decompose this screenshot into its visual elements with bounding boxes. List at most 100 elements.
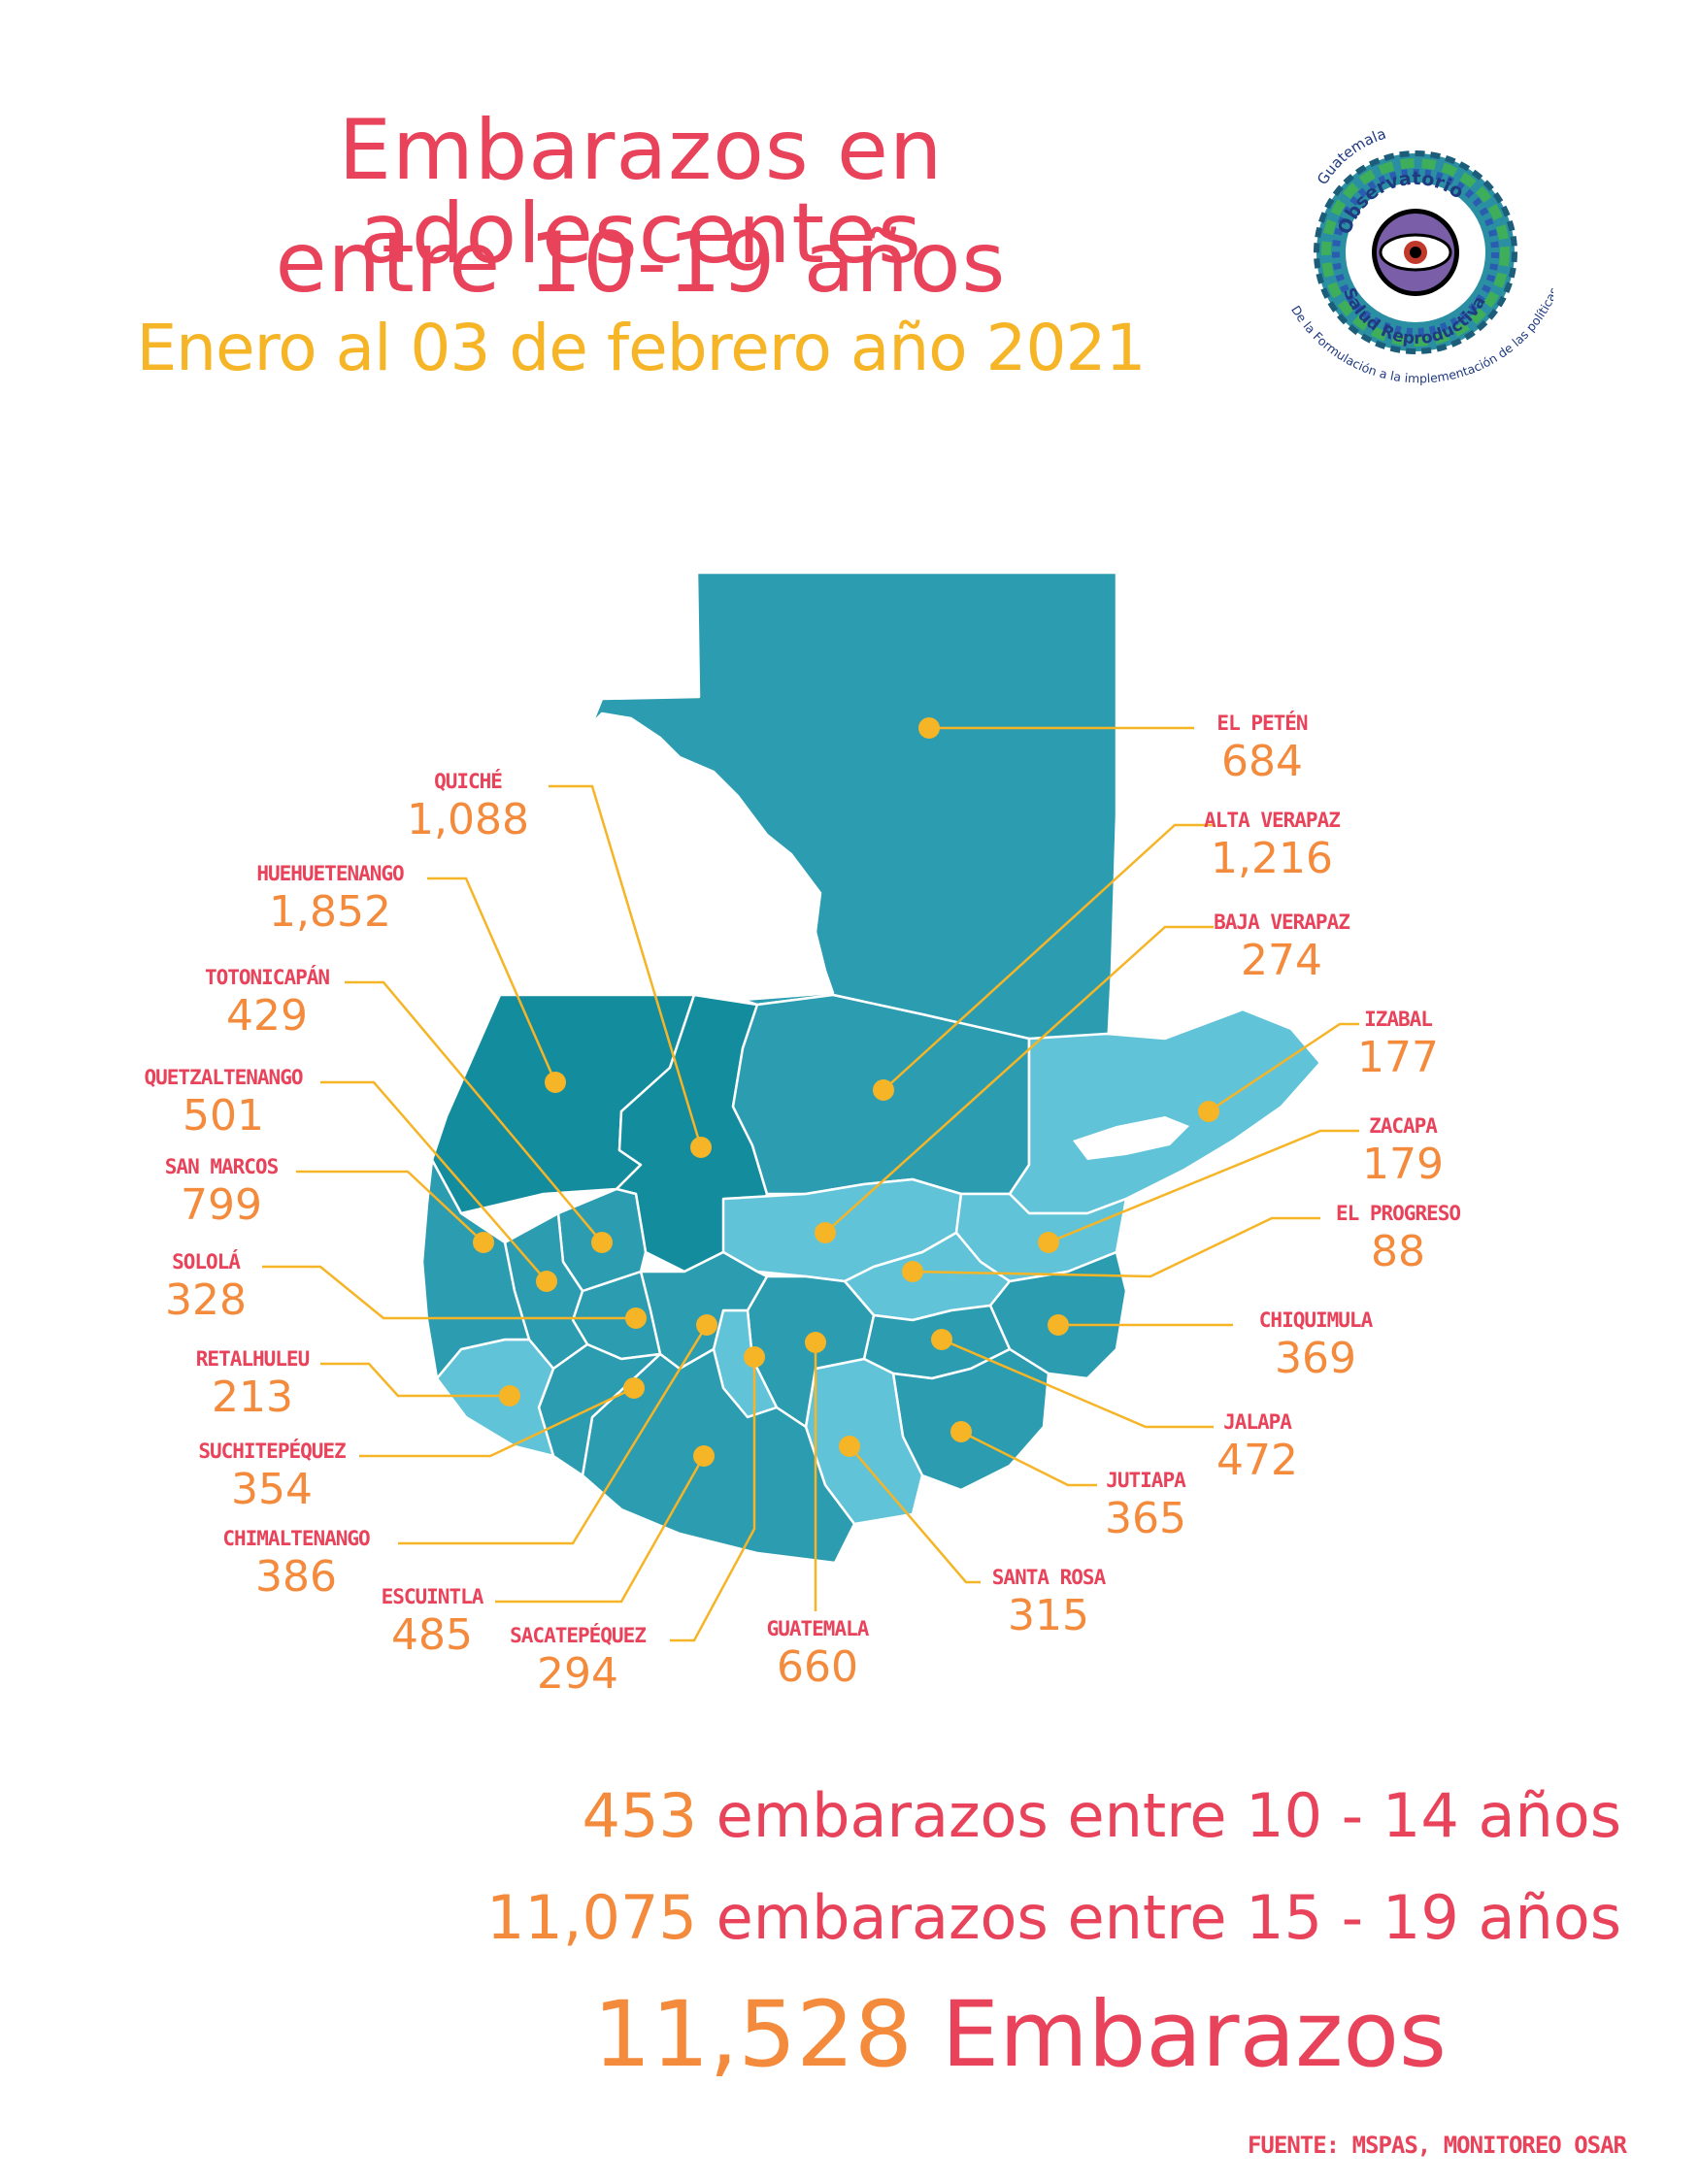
department-value-escuintla: 485: [391, 1610, 473, 1660]
department-name-guatemala: GUATEMALA: [767, 1617, 870, 1640]
department-value-sacatepequez: 294: [537, 1649, 618, 1699]
title-line-2: entre 10-19 años: [275, 215, 1007, 312]
marker-solola: [625, 1307, 647, 1329]
source-note: FUENTE: MSPAS, MONITOREO OSAR: [1247, 2132, 1627, 2159]
summary-total: 11,528 Embarazos: [593, 1990, 1447, 2081]
marker-quetzaltenango: [536, 1271, 557, 1292]
department-value-baja-verapaz: 274: [1241, 936, 1322, 985]
marker-el-peten: [918, 717, 940, 739]
marker-suchitepequez: [623, 1377, 645, 1399]
leader-line-escuintla: [495, 1455, 706, 1604]
department-value-retalhuleu: 213: [212, 1373, 293, 1422]
marker-santa-rosa: [839, 1436, 860, 1457]
department-name-sacatepequez: SACATEPÉQUEZ: [510, 1623, 646, 1647]
summary-15-19-text: embarazos entre 15 - 19 años: [696, 1882, 1621, 1953]
leader-line-huehuetenango: [427, 877, 557, 1083]
department-name-izabal: IZABAL: [1364, 1008, 1432, 1031]
summary-10-14-number: 453: [582, 1780, 697, 1851]
leader-line-totonicapan: [345, 980, 603, 1243]
leader-line-santa-rosa: [849, 1445, 981, 1584]
marker-quiche: [690, 1137, 712, 1158]
department-value-jutiapa: 365: [1105, 1494, 1186, 1543]
summary-15-19: 11,075 embarazos entre 15 - 19 años: [486, 1888, 1621, 1948]
summary-total-number: 11,528: [592, 1982, 913, 2088]
leader-line-suchitepequez: [359, 1386, 635, 1458]
marker-totonicapan: [591, 1232, 613, 1253]
marker-sacatepequez: [744, 1346, 765, 1368]
department-value-chiquimula: 369: [1275, 1334, 1356, 1383]
department-name-suchitepequez: SUCHITEPÉQUEZ: [198, 1439, 346, 1463]
department-value-jalapa: 472: [1216, 1436, 1298, 1485]
summary-10-14: 453 embarazos entre 10 - 14 años: [583, 1786, 1621, 1846]
leader-line-jutiapa: [960, 1430, 1097, 1487]
department-value-guatemala: 660: [777, 1642, 858, 1692]
title-line-1: Embarazos en adolescentes: [338, 102, 944, 282]
leader-line-san-marcos: [296, 1170, 484, 1243]
leader-line-el-progreso: [912, 1216, 1320, 1278]
leader-line-zacapa: [1048, 1129, 1359, 1244]
department-value-izabal: 177: [1357, 1033, 1439, 1082]
summary-total-text: Embarazos: [912, 1982, 1447, 2088]
marker-zacapa: [1038, 1232, 1059, 1253]
department-name-retalhuleu: RETALHULEU: [196, 1347, 310, 1371]
department-name-chimaltenango: CHIMALTENANGO: [222, 1527, 370, 1550]
leader-line-izabal: [1208, 1022, 1359, 1113]
department-name-solola: SOLOLÁ: [172, 1249, 241, 1274]
department-name-el-progreso: EL PROGRESO: [1336, 1202, 1460, 1225]
department-name-baja-verapaz: BAJA VERAPAZ: [1214, 910, 1349, 934]
department-value-san-marcos: 799: [181, 1180, 262, 1230]
department-value-totonicapan: 429: [226, 991, 308, 1041]
department-name-santa-rosa: SANTA ROSA: [992, 1566, 1107, 1589]
department-value-solola: 328: [165, 1275, 247, 1325]
department-value-zacapa: 179: [1362, 1140, 1444, 1189]
department-value-quetzaltenango: 501: [183, 1091, 264, 1141]
department-value-quiche: 1,088: [407, 795, 529, 844]
marker-jutiapa: [950, 1421, 972, 1442]
marker-el-progreso: [902, 1261, 923, 1282]
region-el-peten: [590, 571, 1118, 1070]
department-name-quetzaltenango: QUETZALTENANGO: [144, 1066, 302, 1089]
department-name-escuintla: ESCUINTLA: [382, 1585, 484, 1608]
department-name-zacapa: ZACAPA: [1369, 1114, 1438, 1138]
leader-line-chimaltenango: [398, 1324, 709, 1545]
department-name-jutiapa: JUTIAPA: [1106, 1469, 1186, 1492]
subtitle-date-range: Enero al 03 de febrero año 2021: [136, 311, 1146, 385]
observatorio-logo: Guatemala Observatorio Salud Reproductiv…: [1288, 125, 1553, 386]
marker-chiquimula: [1048, 1314, 1069, 1336]
marker-jalapa: [931, 1329, 952, 1350]
department-name-jalapa: JALAPA: [1223, 1410, 1292, 1434]
department-value-el-progreso: 88: [1371, 1227, 1425, 1276]
marker-huehuetenango: [545, 1072, 566, 1093]
department-name-el-peten: EL PETÉN: [1216, 711, 1308, 735]
marker-izabal: [1198, 1101, 1219, 1122]
leader-line-quiche: [549, 784, 703, 1148]
marker-baja-verapaz: [815, 1222, 836, 1243]
lake-izabal: [1073, 1116, 1189, 1160]
summary-10-14-text: embarazos entre 10 - 14 años: [696, 1780, 1621, 1851]
marker-chimaltenango: [696, 1314, 717, 1336]
department-value-santa-rosa: 315: [1008, 1591, 1089, 1640]
department-name-totonicapan: TOTONICAPÁN: [205, 965, 329, 989]
region-san-marcos: [420, 1158, 531, 1380]
leader-line-baja-verapaz: [824, 925, 1214, 1234]
department-value-huehuetenango: 1,852: [269, 887, 391, 937]
marker-retalhuleu: [499, 1385, 520, 1406]
